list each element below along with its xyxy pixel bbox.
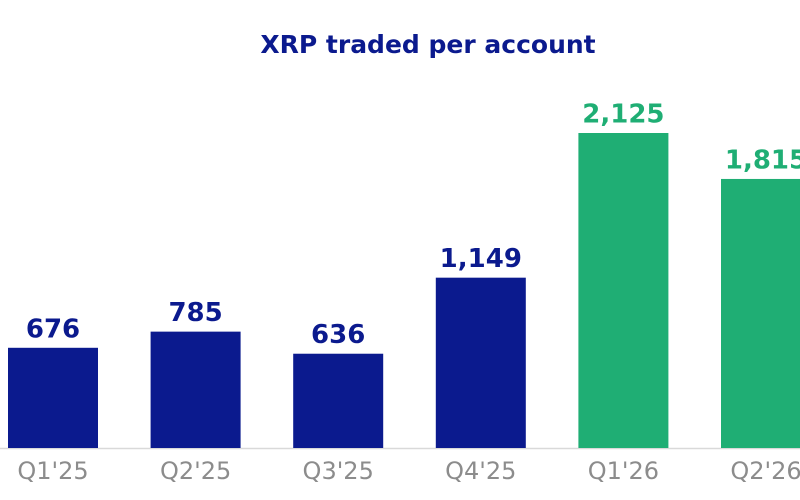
bar [293,353,384,448]
value-label: 785 [168,298,222,328]
bar [8,347,98,448]
x-tick-label: Q1'25 [17,457,88,485]
chart-title: XRP traded per account [260,30,595,59]
bar [150,331,241,448]
x-tick-label: Q2'26 [730,457,800,485]
bar [435,277,526,448]
x-tick-label: Q2'25 [160,457,231,485]
bar [578,133,669,448]
x-tick-label: Q1'26 [588,457,659,485]
value-label: 1,815 [725,145,800,175]
bar [721,178,800,448]
x-tick-label: Q4'25 [445,457,516,485]
value-label: 636 [311,320,365,350]
x-tick-label: Q3'25 [303,457,374,485]
value-label: 2,125 [582,100,664,130]
value-label: 1,149 [440,244,522,274]
value-label: 676 [26,314,80,344]
